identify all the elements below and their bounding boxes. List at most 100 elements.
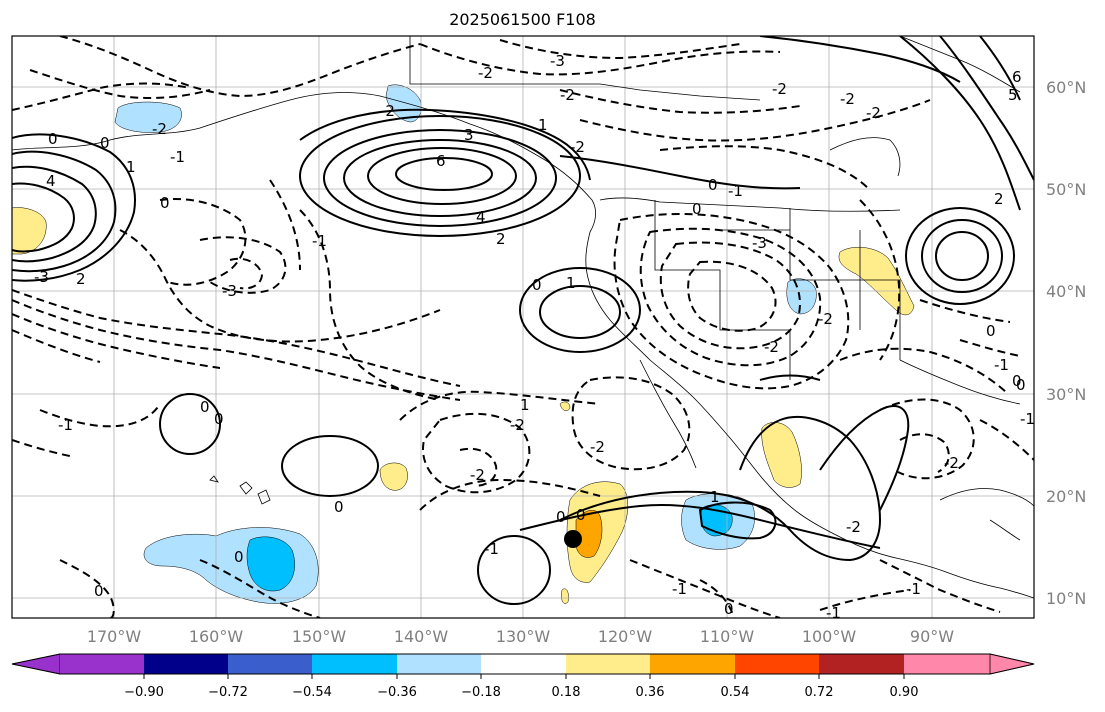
colorbar-segment — [144, 654, 228, 674]
colorbar-segment — [650, 654, 735, 674]
colorbar-tick-label: −0.72 — [208, 685, 248, 700]
latitude-labels: 60°N 50°N 40°N 30°N 20°N 10°N — [1046, 78, 1086, 608]
lon-label-150w: 150°W — [292, 627, 347, 646]
contour-label: 0 — [234, 548, 244, 566]
shade-plains-blue — [786, 278, 817, 315]
contour-label: 5 — [1008, 86, 1018, 104]
contour-label: 0 — [160, 194, 170, 212]
contour-label: -3 — [752, 234, 767, 252]
contour-label: 0 — [532, 276, 542, 294]
contour-label: 0 — [94, 582, 104, 600]
shade-tc-orange — [575, 509, 603, 558]
contour-label: 1 — [520, 396, 530, 414]
contour-label: -2 — [846, 518, 861, 536]
contour-label: 1 — [566, 274, 576, 292]
shade-mid-yellow — [559, 401, 571, 411]
coastlines — [12, 36, 1034, 599]
contour-label: -2 — [478, 64, 493, 82]
shade-west-yellow — [12, 207, 47, 255]
contour-label: 0 — [576, 506, 586, 524]
lon-label-90w: 90°W — [910, 627, 954, 646]
contour-label: -2 — [560, 86, 575, 104]
colorbar: −0.90 −0.72 −0.54 −0.36 −0.18 0.18 0.36 … — [11, 653, 1035, 700]
contour-label: -2 — [772, 80, 787, 98]
contour-label: -3 — [34, 268, 49, 286]
colorbar-outline — [11, 653, 1035, 675]
contour-label: 0 — [200, 398, 210, 416]
gridlines — [12, 36, 1034, 618]
contour-label: 0 — [100, 134, 110, 152]
colorbar-segment — [312, 654, 397, 674]
contours-solid — [12, 36, 1034, 605]
colorbar-tick-label: 0.54 — [721, 685, 750, 700]
colorbar-segment — [228, 654, 312, 674]
lat-label-20n: 20°N — [1046, 487, 1086, 506]
longitude-labels: 170°W 160°W 150°W 140°W 130°W 120°W 110°… — [87, 627, 954, 646]
contour-label: 1 — [538, 116, 548, 134]
lon-label-160w: 160°W — [189, 627, 244, 646]
contour-label: -1 — [826, 604, 841, 622]
colorbar-segment — [60, 654, 144, 674]
contour-label: -2 — [570, 138, 585, 156]
contour-label: 0 — [214, 410, 224, 428]
colorbar-segment — [481, 654, 566, 674]
contour-label: -2 — [818, 310, 833, 328]
colorbar-tick-label: 0.36 — [636, 685, 665, 700]
contour-label: 1 — [710, 488, 720, 506]
contour-label: 0 — [692, 200, 702, 218]
storm-center-dot — [564, 530, 582, 548]
colorbar-segment — [989, 653, 1035, 675]
shade-hawaii-deepblue — [246, 536, 295, 592]
contour-label: -2 — [764, 338, 779, 356]
shaded-anomalies — [12, 84, 915, 604]
contour-label: -1 — [312, 232, 327, 250]
colorbar-tick-label: 0.72 — [805, 685, 834, 700]
contours-dashed — [12, 36, 1034, 618]
lat-label-10n: 10°N — [1046, 589, 1086, 608]
contour-label: 0 — [556, 508, 566, 526]
lon-label-120w: 120°W — [598, 627, 653, 646]
contour-label: 6 — [1012, 68, 1022, 86]
colorbar-segment — [566, 654, 650, 674]
contour-label: 0 — [334, 498, 344, 516]
contour-label: 2 — [994, 190, 1004, 208]
contour-label: -1 — [672, 580, 687, 598]
lat-label-40n: 40°N — [1046, 282, 1086, 301]
contour-label: 6 — [436, 152, 446, 170]
shade-alaska-blue — [114, 101, 182, 133]
colorbar-segment — [397, 654, 481, 674]
lon-label-170w: 170°W — [87, 627, 142, 646]
contour-label: -2 — [866, 104, 881, 122]
contour-label: -2 — [470, 466, 485, 484]
contour-label: 4 — [476, 208, 486, 226]
contour-label: -1 — [1020, 410, 1035, 428]
contour-label-group: -3 -2 -2 0 0 -2 -2 0 1 -2 -1 0 4 6 3 4 2… — [34, 52, 1035, 622]
contour-label: 4 — [46, 172, 56, 190]
contour-label: -2 — [152, 120, 167, 138]
lon-label-130w: 130°W — [496, 627, 551, 646]
contour-label: -1 — [728, 182, 743, 200]
lat-label-60n: 60°N — [1046, 78, 1086, 97]
lon-label-110w: 110°W — [700, 627, 755, 646]
contour-label: -3 — [550, 52, 565, 70]
contour-label: -2 — [590, 438, 605, 456]
contour-label: 2 — [76, 270, 86, 288]
map-frame — [11, 35, 1035, 619]
contour-label: -2 — [944, 454, 959, 472]
shade-greatlakes-yellow — [838, 246, 915, 316]
shade-tc-yellow-small — [561, 588, 569, 604]
colorbar-tick-label: 0.90 — [890, 685, 919, 700]
contour-label: 0 — [1016, 376, 1026, 394]
contour-label: 0 — [986, 322, 996, 340]
contour-label: -1 — [58, 416, 73, 434]
lat-label-30n: 30°N — [1046, 385, 1086, 404]
contour-label: 0 — [724, 600, 734, 618]
contour-label: -1 — [994, 356, 1009, 374]
colorbar-tick-label: −0.36 — [377, 685, 417, 700]
contour-label: -1 — [170, 148, 185, 166]
shade-mexico-yellow — [761, 422, 802, 488]
colorbar-tick-label: −0.90 — [124, 685, 164, 700]
colorbar-tick-label: −0.18 — [461, 685, 501, 700]
colorbar-segment — [819, 654, 904, 674]
